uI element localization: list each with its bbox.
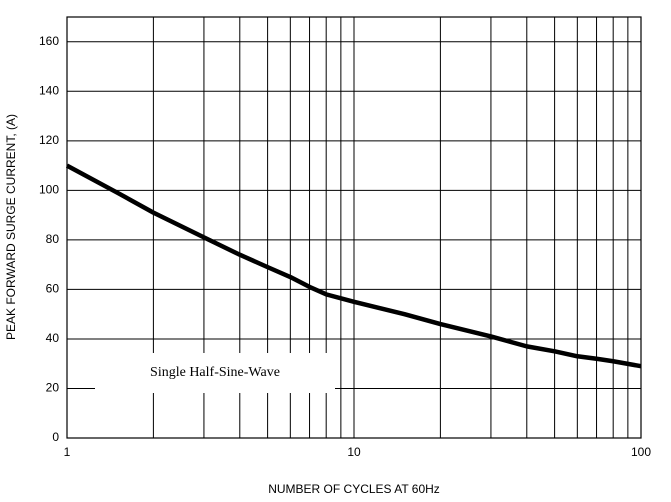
x-tick-label: 10 (347, 445, 361, 459)
annotation: Single Half-Sine-Wave (150, 365, 280, 380)
y-tick-label: 120 (39, 133, 59, 147)
y-tick-label: 0 (52, 430, 59, 444)
y-tick-label: 20 (46, 381, 60, 395)
plot-frame (66, 16, 642, 439)
annotation-box (95, 353, 335, 393)
line (65, 163, 642, 369)
y-tick-label: 100 (39, 183, 59, 197)
x-tick-label: 100 (631, 445, 651, 459)
y-tick-label: 80 (46, 232, 60, 246)
y-tick-label: 160 (39, 34, 59, 48)
y-tick-label: 40 (46, 331, 60, 345)
y-tick-label: 60 (46, 282, 60, 296)
y-axis-label: PEAK FORWARD SURGE CURRENT, (A) (4, 114, 18, 340)
x-axis-label: NUMBER OF CYCLES AT 60Hz (268, 482, 440, 496)
y-tick-label: 140 (39, 83, 59, 97)
x-tick-label: 1 (64, 445, 71, 459)
